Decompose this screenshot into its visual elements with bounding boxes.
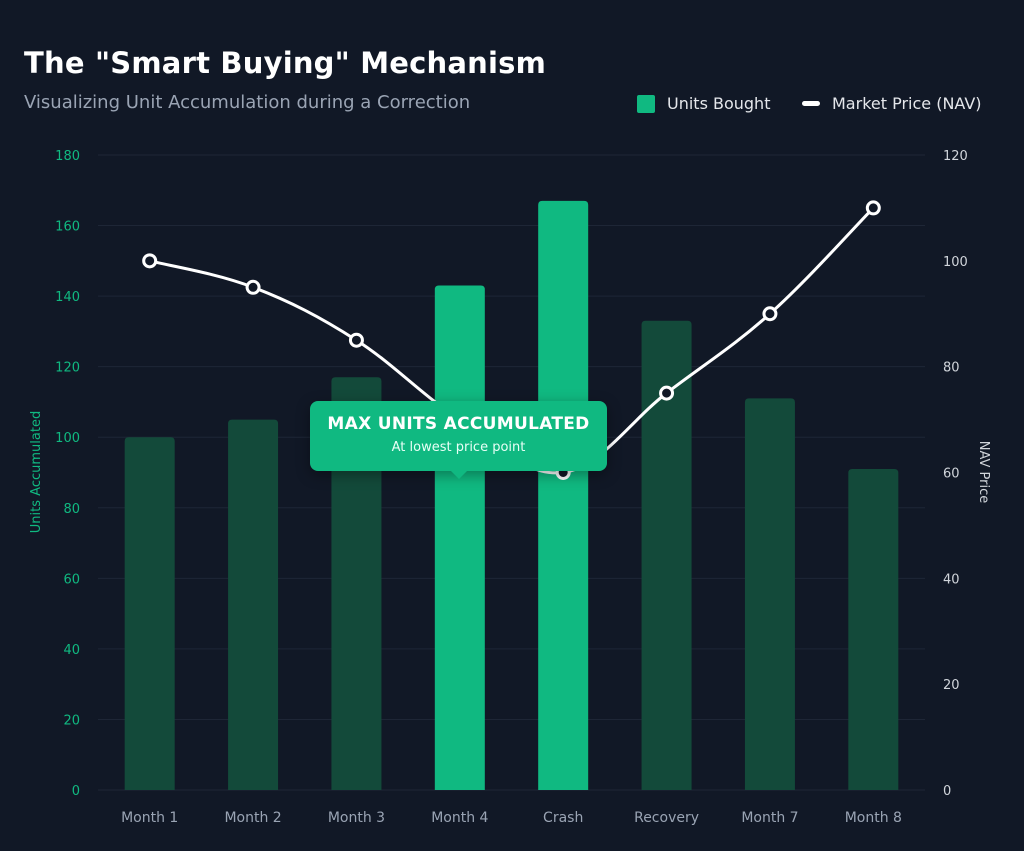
y-tick-label: 20 [63,713,80,728]
x-tick-label: Crash [543,810,583,826]
price-point-recovery [659,385,675,401]
bar-recovery [641,320,692,790]
bar-month-1 [124,437,175,790]
y-tick-label: 180 [55,149,80,164]
legend-label-price: Market Price (NAV) [832,94,982,113]
bar-month-7 [744,398,795,790]
chart-title: The "Smart Buying" Mechanism [24,46,547,80]
y2-axis-label: NAV Price [976,441,991,504]
x-tick-label: Month 7 [741,810,798,826]
legend-swatch-line [802,101,820,106]
price-point-month-1 [142,253,158,269]
legend-label-units: Units Bought [667,94,771,113]
y2-tick-label: 60 [943,467,960,482]
annotation-title: MAX UNITS ACCUMULATED [327,414,590,434]
y-tick-label: 160 [55,220,80,235]
annotation-subtitle: At lowest price point [391,440,526,455]
y2-tick-label: 80 [943,361,960,376]
y-tick-label: 120 [55,361,80,376]
x-tick-label: Month 8 [845,810,902,826]
legend-item-price[interactable]: Market Price (NAV) [802,94,982,113]
y2-tick-label: 120 [943,149,968,164]
chart-subtitle: Visualizing Unit Accumulation during a C… [24,92,471,113]
x-tick-label: Month 1 [121,810,178,826]
price-point-month-8 [865,200,881,216]
annotation-pointer [451,471,467,479]
y-tick-label: 0 [72,784,80,799]
x-tick-label: Month 4 [431,810,488,826]
bar-crash [538,200,589,791]
bar-month-4 [434,285,485,790]
y2-tick-label: 100 [943,255,968,270]
y2-tick-label: 40 [943,572,960,587]
y-tick-label: 40 [63,643,80,658]
y-tick-label: 60 [63,572,80,587]
y2-tick-label: 20 [943,678,960,693]
y-tick-label: 140 [55,290,80,305]
price-point-month-2 [245,279,261,295]
y2-tick-label: 0 [943,784,951,799]
y-axis-label: Units Accumulated [29,411,44,533]
bar-month-8 [848,468,899,790]
bar-month-3 [331,377,382,790]
x-tick-label: Month 2 [224,810,281,826]
bar-month-2 [228,419,279,790]
x-tick-label: Recovery [634,810,699,826]
y-tick-label: 80 [63,502,80,517]
y-tick-label: 100 [55,431,80,446]
legend-item-units[interactable]: Units Bought [637,94,770,113]
price-point-month-7 [762,306,778,322]
x-tick-label: Month 3 [328,810,385,826]
price-point-month-3 [348,332,364,348]
max-units-annotation: MAX UNITS ACCUMULATED At lowest price po… [310,401,607,479]
legend-swatch-bars [637,94,655,113]
